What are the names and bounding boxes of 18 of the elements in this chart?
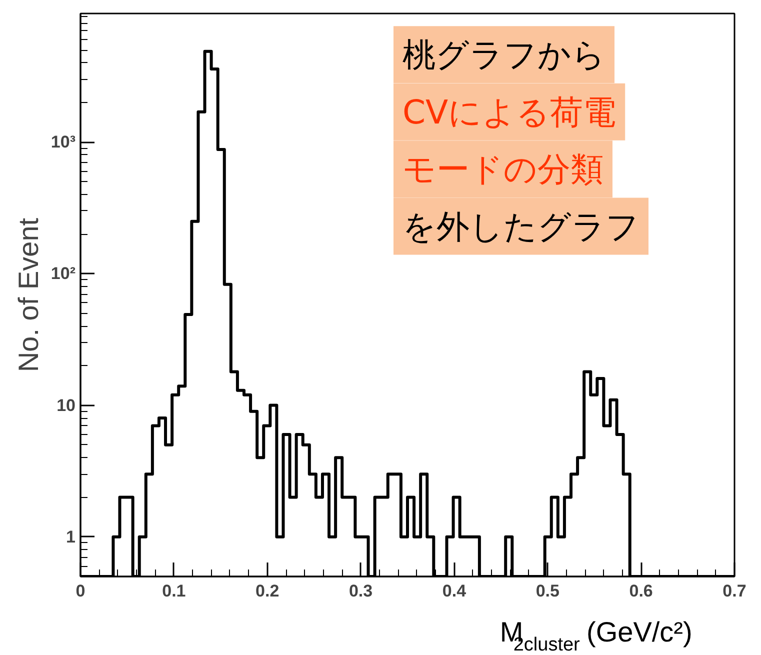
annotation: を外したグラフ (402, 206, 640, 246)
x-tick-label: 0.1 (162, 582, 186, 600)
x-tick-label: 0.2 (256, 582, 280, 600)
x-tick-label: 0.7 (722, 582, 746, 600)
x-tick-label: 0.4 (442, 582, 467, 600)
y-tick-label: 10² (50, 264, 76, 284)
x-tick-label: 0.3 (348, 582, 373, 600)
x-tick-label: 0.6 (629, 582, 653, 600)
annotation: 桃グラフから (402, 35, 606, 74)
x-tick-label: 0 (76, 582, 86, 600)
x-tick-label: 0.5 (536, 582, 560, 600)
y-tick-label: 10 (56, 396, 76, 415)
y-tick-label: 10³ (50, 132, 76, 152)
x-axis-title: M2cluster(GeV/c²) (500, 616, 692, 655)
annotation: モードの分類 (402, 150, 604, 189)
y-tick-label: 1 (66, 527, 76, 546)
y-axis-title: No. of Event (12, 218, 44, 372)
annotation: CVによる荷電 (402, 92, 616, 132)
